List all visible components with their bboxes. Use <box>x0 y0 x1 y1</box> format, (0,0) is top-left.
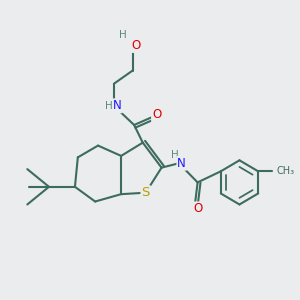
Text: N: N <box>177 157 186 170</box>
Text: H: H <box>105 101 112 111</box>
Text: CH₃: CH₃ <box>276 166 294 176</box>
Text: O: O <box>152 108 161 121</box>
Text: O: O <box>131 39 141 52</box>
Text: H: H <box>171 150 178 160</box>
Text: O: O <box>193 202 202 215</box>
Text: H: H <box>119 30 126 40</box>
Text: S: S <box>142 186 150 199</box>
Text: N: N <box>113 99 122 112</box>
